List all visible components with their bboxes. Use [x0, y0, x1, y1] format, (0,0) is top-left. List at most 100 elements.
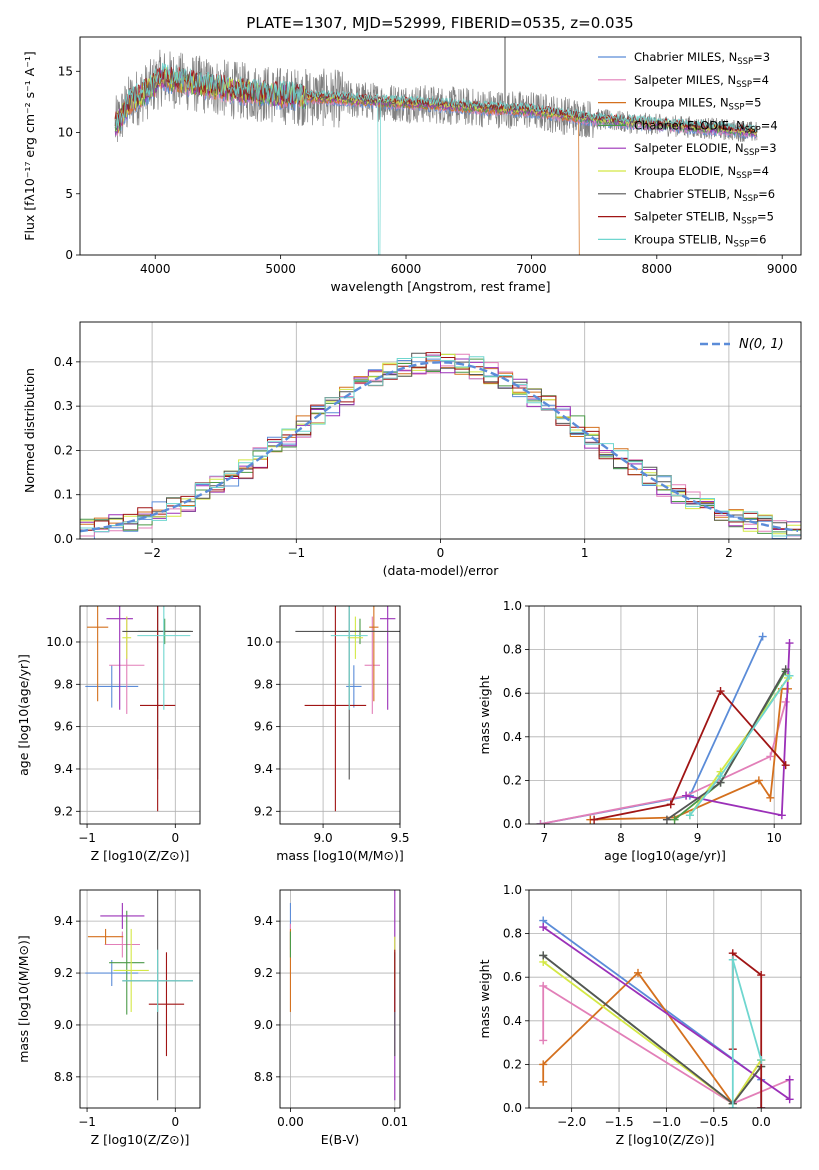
residual_histogram-xtick-label: −2 — [143, 546, 161, 560]
legend-entry: Salpeter STELIB, NSSP=5 — [634, 210, 774, 227]
spectrum-model-line — [114, 62, 758, 255]
residual_histogram-ytick-label: 0.4 — [54, 355, 73, 369]
spectrum-xlabel: wavelength [Angstrom, rest frame] — [330, 279, 550, 294]
legend-entry: Kroupa STELIB, NSSP=6 — [634, 232, 766, 249]
age_vs_mass-ytick-label: 9.2 — [254, 804, 273, 818]
spectrum-frame — [79, 36, 802, 256]
mass_weight_vs_Z-ytick-label: 0.2 — [503, 1057, 522, 1071]
mass-weight-marker — [539, 923, 548, 932]
residual_histogram-xtick-label: 2 — [725, 546, 733, 560]
mass_vs_Z-xtick-label: 0 — [171, 1115, 179, 1129]
mass_weight_vs_age-lines — [536, 632, 794, 824]
mass_vs_Z-ytick-label: 9.4 — [54, 914, 73, 928]
age_vs_Z-axes: −1 0 9.2 9.4 9.6 9.8 10.0 — [46, 606, 200, 845]
age_vs_mass-ytick-label: 9.4 — [254, 762, 273, 776]
mass_weight_vs_Z-ytick-label: 0.4 — [503, 1014, 522, 1028]
mass_vs_Z-ytick-label: 8.8 — [54, 1070, 73, 1084]
age_vs_Z-ytick-label: 9.8 — [54, 677, 73, 691]
spectrum-xtick-label: 7000 — [516, 262, 547, 276]
mass_weight_vs_age-axes: 7 8 9 10 0.0 0.2 0.4 0.6 0.8 1.0 — [503, 599, 801, 845]
mass_vs_EBV-xlabel: E(B-V) — [321, 1132, 360, 1147]
mass_vs_Z-xlabel: Z [log10(Z/Z⊙)] — [91, 1132, 190, 1147]
mass_weight_vs_age-ytick-label: 0.4 — [503, 730, 522, 744]
mass-weight-marker — [670, 815, 679, 824]
mass-weight-marker — [539, 1036, 548, 1045]
mass_weight_vs_age-frame — [528, 605, 802, 825]
legend-entry: Chabrier ELODIE, NSSP=4 — [634, 118, 778, 135]
legend-entry: Kroupa MILES, NSSP=5 — [634, 96, 761, 113]
mass_weight_vs_Z-ytick-label: 0.6 — [503, 970, 522, 984]
mass_weight_vs_age-xtick-label: 8 — [617, 831, 625, 845]
mass-weight-marker — [728, 1104, 737, 1108]
residual_histogram-ytick-label: 0.1 — [54, 488, 73, 502]
mass_vs_Z-axes: −1 0 8.8 9.0 9.2 9.4 — [54, 890, 200, 1129]
age_vs_mass-xlabel: mass [log10(M/M⊙)] — [276, 848, 404, 863]
residual_histogram-xtick-label: 1 — [581, 546, 589, 560]
histogram-series — [80, 356, 801, 537]
histogram-series — [80, 352, 801, 536]
mass-weight-marker — [777, 811, 786, 820]
mass-weight-series — [593, 689, 787, 821]
legend-entry: Kroupa ELODIE, NSSP=4 — [634, 164, 769, 181]
mass_vs_EBV-ytick-label: 9.0 — [254, 1018, 273, 1032]
spectrum-axes: 4000 5000 6000 7000 8000 9000 0 5 10 15 — [58, 64, 798, 276]
mass_weight_vs_Z-lines — [539, 916, 794, 1108]
mass-weight-series — [542, 919, 763, 1108]
mass-weight-marker — [666, 800, 675, 809]
mass_vs_Z-ytick-label: 9.2 — [54, 966, 73, 980]
mass-weight-marker — [785, 639, 794, 648]
age_vs_Z-xtick-label: −1 — [78, 831, 96, 845]
mass-weight-marker — [716, 687, 725, 696]
age_vs_mass-ytick-label: 10.0 — [246, 635, 273, 649]
residual_histogram-ytick-label: 0.0 — [54, 532, 73, 546]
mass_weight_vs_age-ytick-label: 0.2 — [503, 773, 522, 787]
mass-weight-marker — [781, 665, 790, 674]
mass_weight_vs_age-ytick-label: 1.0 — [503, 599, 522, 613]
mass_weight_vs_Z-xtick-label: −2.0 — [557, 1115, 586, 1129]
mass_vs_Z-xtick-label: −1 — [78, 1115, 96, 1129]
mass_vs_Z-frame — [79, 889, 201, 1109]
age_vs_mass-axes: 9.0 9.5 9.2 9.4 9.6 9.8 10.0 — [246, 606, 410, 845]
mass_weight_vs_Z-xtick-label: 0.0 — [752, 1115, 771, 1129]
mass-weight-marker — [785, 671, 794, 680]
mass-weight-series — [540, 636, 764, 824]
legend-entry: Salpeter ELODIE, NSSP=3 — [634, 141, 777, 158]
age_vs_Z-xtick-label: 0 — [171, 831, 179, 845]
mass_weight_vs_age-ylabel: mass weight — [477, 675, 492, 754]
mass_vs_Z-errorbars — [85, 890, 193, 1101]
age_vs_Z-ytick-label: 9.6 — [54, 720, 73, 734]
residual_histogram-xtick-label: −1 — [287, 546, 305, 560]
mass_vs_EBV-ytick-label: 8.8 — [254, 1070, 273, 1084]
mass-weight-marker — [754, 776, 763, 785]
residual_histogram-xlabel: (data-model)/error — [383, 563, 500, 578]
mass-weight-marker — [662, 815, 671, 824]
mass-weight-marker — [785, 1095, 794, 1104]
mass_weight_vs_age-ytick-label: 0.0 — [503, 817, 522, 831]
histogram-series — [80, 353, 801, 539]
mass_weight_vs_age-ytick-label: 0.6 — [503, 686, 522, 700]
mass-weight-marker — [539, 1077, 548, 1086]
mass-weight-series — [590, 687, 788, 821]
histogram-series — [80, 358, 801, 539]
mass_weight_vs_age-xtick-label: 7 — [541, 831, 549, 845]
residual_histogram-frame — [79, 321, 802, 540]
residual_histogram-ytick-label: 0.2 — [54, 443, 73, 457]
mass-weight-marker — [633, 968, 642, 977]
legend-entry: Chabrier STELIB, NSSP=6 — [634, 187, 775, 204]
mass-weight-marker — [539, 1060, 548, 1069]
mass-weight-marker — [781, 697, 790, 706]
mass_weight_vs_Z-xtick-label: −0.5 — [699, 1115, 728, 1129]
mass_weight_vs_Z-ytick-label: 0.0 — [503, 1101, 522, 1115]
age_vs_Z-ytick-label: 9.4 — [54, 762, 73, 776]
age_vs_Z-ytick-label: 9.2 — [54, 804, 73, 818]
age_vs_Z-frame — [79, 605, 201, 825]
mass-weight-marker — [682, 791, 691, 800]
mass_weight_vs_Z-ylabel: mass weight — [477, 959, 492, 1038]
mass-weight-marker — [785, 1075, 794, 1084]
age_vs_Z-xlabel: Z [log10(Z/Z⊙)] — [91, 848, 190, 863]
age_vs_mass-errorbars — [295, 606, 400, 812]
mass-weight-marker — [757, 1104, 766, 1108]
mass_vs_Z-ylabel: mass [log10(M/M⊙)] — [16, 935, 31, 1063]
